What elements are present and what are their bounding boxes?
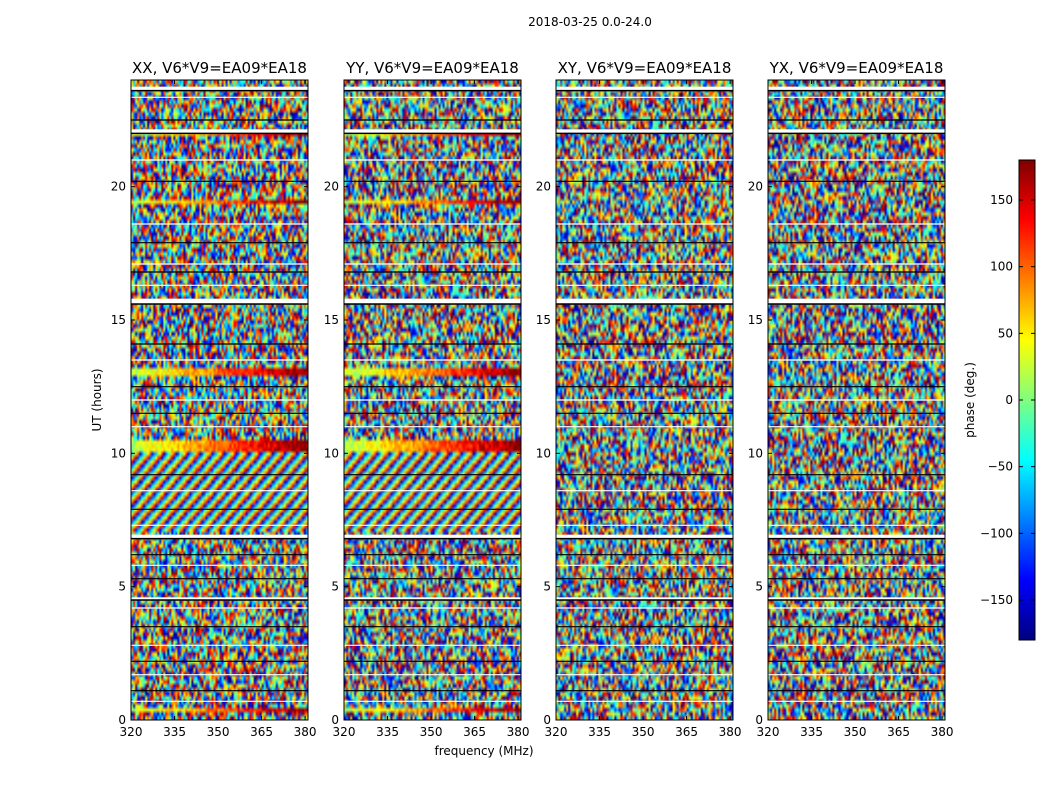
x-tick-label: 365: [887, 725, 910, 739]
blank-band: [556, 298, 733, 304]
plot-frame: [130, 79, 309, 721]
x-tick-label: 335: [163, 725, 186, 739]
blank-band: [768, 298, 945, 304]
y-ticks: 0 5 10 15 20: [111, 180, 308, 727]
flag-lines: [131, 86, 308, 702]
y-tick-label: 5: [543, 580, 551, 594]
x-tick-label: 320: [333, 725, 356, 739]
colorbar-ticks: −150 −100 −50 0 50 100 150: [980, 193, 1035, 607]
panel-title: YX, V6*V9=EA09*EA18: [769, 59, 944, 77]
y-tick-label: 0: [331, 713, 339, 727]
blank-band: [768, 129, 945, 134]
y-tick-label: 20: [748, 180, 763, 194]
blank-band: [556, 597, 733, 600]
x-tick-label: 320: [545, 725, 568, 739]
plot-frame: [555, 79, 734, 721]
x-tick-label: 320: [120, 725, 143, 739]
y-ticks: 0 5 10 15 20: [536, 180, 733, 727]
x-tick-label: 335: [800, 725, 823, 739]
blank-band: [768, 86, 945, 91]
panel-xx: XX, V6*V9=EA09*EA18 320 335 350 365 380 0 5 10 15…: [111, 59, 317, 739]
x-tick-label: 335: [376, 725, 399, 739]
colorbar: −150 −100 −50 0 50 100 150 phase (deg.): [963, 159, 1036, 641]
flag-lines: [768, 86, 945, 702]
x-tick-label: 380: [931, 725, 954, 739]
y-tick-label: 10: [536, 446, 551, 460]
y-tick-label: 5: [118, 580, 126, 594]
y-ticks: 0 5 10 15 20: [748, 180, 945, 727]
y-tick-label: 15: [111, 313, 126, 327]
blank-band: [556, 86, 733, 91]
blank-band: [344, 597, 521, 600]
y-tick-label: 20: [324, 180, 339, 194]
panel-title: XX, V6*V9=EA09*EA18: [132, 59, 307, 77]
x-tick-label: 380: [507, 725, 530, 739]
x-tick-label: 365: [463, 725, 486, 739]
x-tick-label: 335: [588, 725, 611, 739]
plot-frame: [767, 79, 946, 721]
y-tick-label: 20: [536, 180, 551, 194]
x-axis-label: frequency (MHz): [434, 744, 533, 758]
x-tick-label: 350: [420, 725, 443, 739]
y-tick-label: 15: [536, 313, 551, 327]
x-ticks: 320 335 350 365 380: [333, 80, 530, 739]
flag-lines: [344, 86, 521, 702]
figure-suptitle: 2018-03-25 0.0-24.0: [528, 15, 652, 29]
x-tick-label: 350: [844, 725, 867, 739]
plot-frame: [343, 79, 522, 721]
blank-band: [344, 86, 521, 91]
x-tick-label: 320: [757, 725, 780, 739]
blank-band: [344, 534, 521, 539]
colorbar-tick-label: −150: [980, 593, 1013, 607]
panel-yx: YX, V6*V9=EA09*EA18 320 335 350 365 380 0 5 10 15…: [748, 59, 954, 739]
colorbar-tick-label: 0: [1005, 393, 1013, 407]
y-tick-label: 5: [331, 580, 339, 594]
colorbar-tick-label: 50: [998, 326, 1013, 340]
blank-band: [131, 534, 308, 539]
y-tick-label: 0: [543, 713, 551, 727]
colorbar-label: phase (deg.): [963, 362, 977, 438]
blank-band: [768, 534, 945, 539]
x-ticks: 320 335 350 365 380: [545, 80, 742, 739]
panel-title: XY, V6*V9=EA09*EA18: [558, 59, 732, 77]
y-tick-label: 10: [111, 446, 126, 460]
x-tick-label: 380: [719, 725, 742, 739]
y-tick-label: 0: [755, 713, 763, 727]
blank-band: [556, 534, 733, 539]
x-tick-label: 365: [675, 725, 698, 739]
y-tick-label: 10: [748, 446, 763, 460]
colorbar-tick-label: 150: [990, 193, 1013, 207]
blank-band: [131, 86, 308, 91]
x-tick-label: 365: [250, 725, 273, 739]
x-ticks: 320 335 350 365 380: [120, 80, 317, 739]
blank-band: [131, 597, 308, 600]
y-ticks: 0 5 10 15 20: [324, 180, 521, 727]
flag-lines: [556, 86, 733, 702]
y-tick-label: 0: [118, 713, 126, 727]
blank-band: [768, 597, 945, 600]
y-tick-label: 15: [324, 313, 339, 327]
blank-band: [556, 129, 733, 134]
x-tick-label: 350: [207, 725, 230, 739]
blank-band: [344, 129, 521, 134]
colorbar-tick-label: −100: [980, 526, 1013, 540]
y-axis-label: UT (hours): [90, 368, 104, 431]
colorbar-tick-label: −50: [988, 460, 1013, 474]
y-tick-label: 5: [755, 580, 763, 594]
blank-band: [344, 298, 521, 304]
y-tick-label: 20: [111, 180, 126, 194]
panel-yy: YY, V6*V9=EA09*EA18 320 335 350 365 380 0 5 10 15…: [324, 59, 530, 739]
blank-band: [131, 129, 308, 134]
blank-band: [131, 298, 308, 304]
colorbar-tick-label: 100: [990, 260, 1013, 274]
y-tick-label: 15: [748, 313, 763, 327]
panel-xy: XY, V6*V9=EA09*EA18 320 335 350 365 380 0 5 10 15…: [536, 59, 742, 739]
panels-group: XX, V6*V9=EA09*EA18 320 335 350 365 380 0 5 10 15…: [111, 59, 954, 739]
panel-title: YY, V6*V9=EA09*EA18: [345, 59, 519, 77]
x-tick-label: 350: [632, 725, 655, 739]
x-ticks: 320 335 350 365 380: [757, 80, 954, 739]
x-tick-label: 380: [294, 725, 317, 739]
y-tick-label: 10: [324, 446, 339, 460]
